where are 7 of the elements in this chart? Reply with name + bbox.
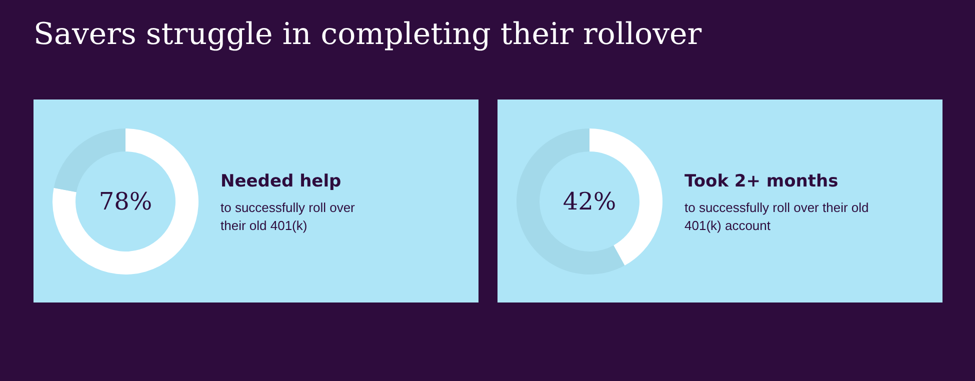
text: 78% — [98, 188, 152, 216]
text: to successfully roll over their old 401(k) — [220, 200, 356, 233]
text: Took 2+ months — [684, 172, 838, 192]
text: 42% — [562, 188, 616, 216]
text: Needed help — [220, 172, 342, 192]
text: to successfully roll over their old 401(k) account — [684, 200, 869, 233]
text: Savers struggle in completing their rollover — [34, 17, 702, 52]
